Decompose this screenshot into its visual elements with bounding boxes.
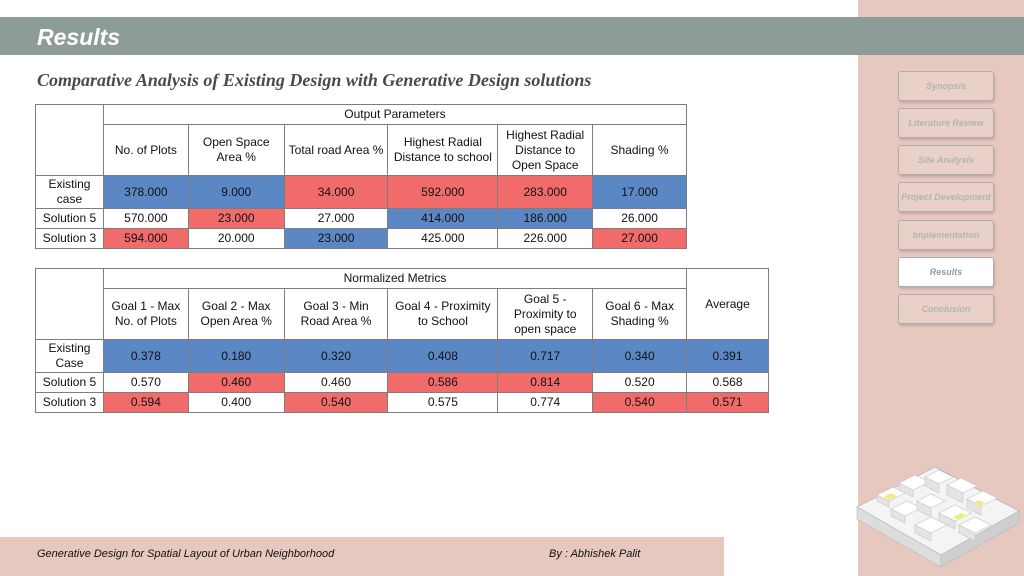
row-label: Solution 3 xyxy=(35,392,104,413)
column-header-goal-1: Goal 1 - Max No. of Plots xyxy=(102,288,189,340)
row-label: Existing case xyxy=(35,175,104,209)
table-cell: 17.000 xyxy=(592,175,687,209)
table-cell: 34.000 xyxy=(283,175,389,209)
normalized-metrics-table: Normalized Metrics Average Goal 1 - Max … xyxy=(35,268,769,413)
column-header-no-of-plots: No. of Plots xyxy=(102,124,189,176)
column-header-radial-distance-open-space: Highest Radial Distance to Open Space xyxy=(497,124,594,176)
table-row-solution-5: Solution 5 0.570 0.460 0.460 0.586 0.814… xyxy=(35,372,769,393)
table-cell: 0.540 xyxy=(592,392,688,413)
table-cell: 0.408 xyxy=(387,339,499,373)
table-cell: 23.000 xyxy=(187,208,285,229)
table-cell: 0.571 xyxy=(686,392,769,413)
urban-model-illustration xyxy=(856,466,1020,568)
table-cell: 414.000 xyxy=(387,208,499,229)
table-cell: 0.460 xyxy=(283,372,389,393)
page-title: Results xyxy=(37,24,121,50)
column-header-goal-4: Goal 4 - Proximity to School xyxy=(387,288,499,340)
table-cell: 0.320 xyxy=(283,339,389,373)
table-cell: 0.520 xyxy=(592,372,688,393)
table-cell: 0.540 xyxy=(283,392,389,413)
table-cell: 26.000 xyxy=(592,208,687,229)
output-parameters-table: Output Parameters No. of Plots Open Spac… xyxy=(35,104,688,249)
table-cell: 0.568 xyxy=(686,372,769,393)
nav-item-synopsis[interactable]: Synopsis xyxy=(898,71,994,101)
row-label: Solution 5 xyxy=(35,372,104,393)
table-cell: 0.391 xyxy=(686,339,769,373)
table-cell: 592.000 xyxy=(387,175,499,209)
table-cell: 570.000 xyxy=(102,208,189,229)
table-corner-cell xyxy=(35,104,104,176)
column-header-shading: Shading % xyxy=(592,124,687,176)
column-header-goal-6: Goal 6 - Max Shading % xyxy=(592,288,688,340)
column-header-total-road-area: Total road Area % xyxy=(283,124,389,176)
column-header-open-space-area: Open Space Area % xyxy=(187,124,285,176)
row-label: Existing Case xyxy=(35,339,104,373)
header-bar xyxy=(0,17,1024,55)
nav-item-literature-review[interactable]: Literature Review xyxy=(898,108,994,138)
nav-item-results[interactable]: Results xyxy=(898,257,994,287)
slide-subtitle: Comparative Analysis of Existing Design … xyxy=(37,70,592,90)
footer-bar xyxy=(0,537,724,576)
column-header-goal-5: Goal 5 - Proximity to open space xyxy=(497,288,594,340)
nav-item-implementation[interactable]: Implementation xyxy=(898,220,994,250)
nav-item-site-analysis[interactable]: Site Analysis xyxy=(898,145,994,175)
table-cell: 27.000 xyxy=(592,228,687,249)
table-cell: 226.000 xyxy=(497,228,594,249)
table-cell: 20.000 xyxy=(187,228,285,249)
table-cell: 0.378 xyxy=(102,339,189,373)
table-row-solution-3: Solution 3 594.000 20.000 23.000 425.000… xyxy=(35,228,687,249)
table-cell: 0.340 xyxy=(592,339,688,373)
table-cell: 0.774 xyxy=(497,392,594,413)
table-cell: 425.000 xyxy=(387,228,499,249)
row-label: Solution 3 xyxy=(35,228,104,249)
group-header-normalized-metrics: Normalized Metrics xyxy=(102,268,688,289)
table-cell: 23.000 xyxy=(283,228,389,249)
table-cell: 0.594 xyxy=(102,392,189,413)
table-corner-cell xyxy=(35,268,104,340)
nav-item-conclusion[interactable]: Conclusion xyxy=(898,294,994,324)
table-row-solution-3: Solution 3 0.594 0.400 0.540 0.575 0.774… xyxy=(35,392,769,413)
table-cell: 0.400 xyxy=(187,392,285,413)
column-header-average: Average xyxy=(686,268,769,340)
row-label: Solution 5 xyxy=(35,208,104,229)
table-cell: 0.180 xyxy=(187,339,285,373)
table-cell: 0.814 xyxy=(497,372,594,393)
table-row-existing-case: Existing Case 0.378 0.180 0.320 0.408 0.… xyxy=(35,339,769,373)
table-cell: 594.000 xyxy=(102,228,189,249)
table-row-existing-case: Existing case 378.000 9.000 34.000 592.0… xyxy=(35,175,687,209)
table-cell: 186.000 xyxy=(497,208,594,229)
group-header-output-parameters: Output Parameters xyxy=(102,104,688,125)
table-row-solution-5: Solution 5 570.000 23.000 27.000 414.000… xyxy=(35,208,687,229)
table-cell: 0.575 xyxy=(387,392,499,413)
table-cell: 283.000 xyxy=(497,175,594,209)
column-header-goal-2: Goal 2 - Max Open Area % xyxy=(187,288,285,340)
column-header-goal-3: Goal 3 - Min Road Area % xyxy=(283,288,389,340)
footer-project-title: Generative Design for Spatial Layout of … xyxy=(37,548,335,560)
nav-item-project-development[interactable]: Project Development xyxy=(898,182,994,212)
table-cell: 0.570 xyxy=(102,372,189,393)
table-cell: 27.000 xyxy=(283,208,389,229)
table-cell: 0.586 xyxy=(387,372,499,393)
table-cell: 0.717 xyxy=(497,339,594,373)
table-cell: 9.000 xyxy=(187,175,285,209)
column-header-radial-distance-school: Highest Radial Distance to school xyxy=(387,124,499,176)
footer-author: By : Abhishek Palit xyxy=(549,548,641,560)
table-cell: 378.000 xyxy=(102,175,189,209)
table-cell: 0.460 xyxy=(187,372,285,393)
